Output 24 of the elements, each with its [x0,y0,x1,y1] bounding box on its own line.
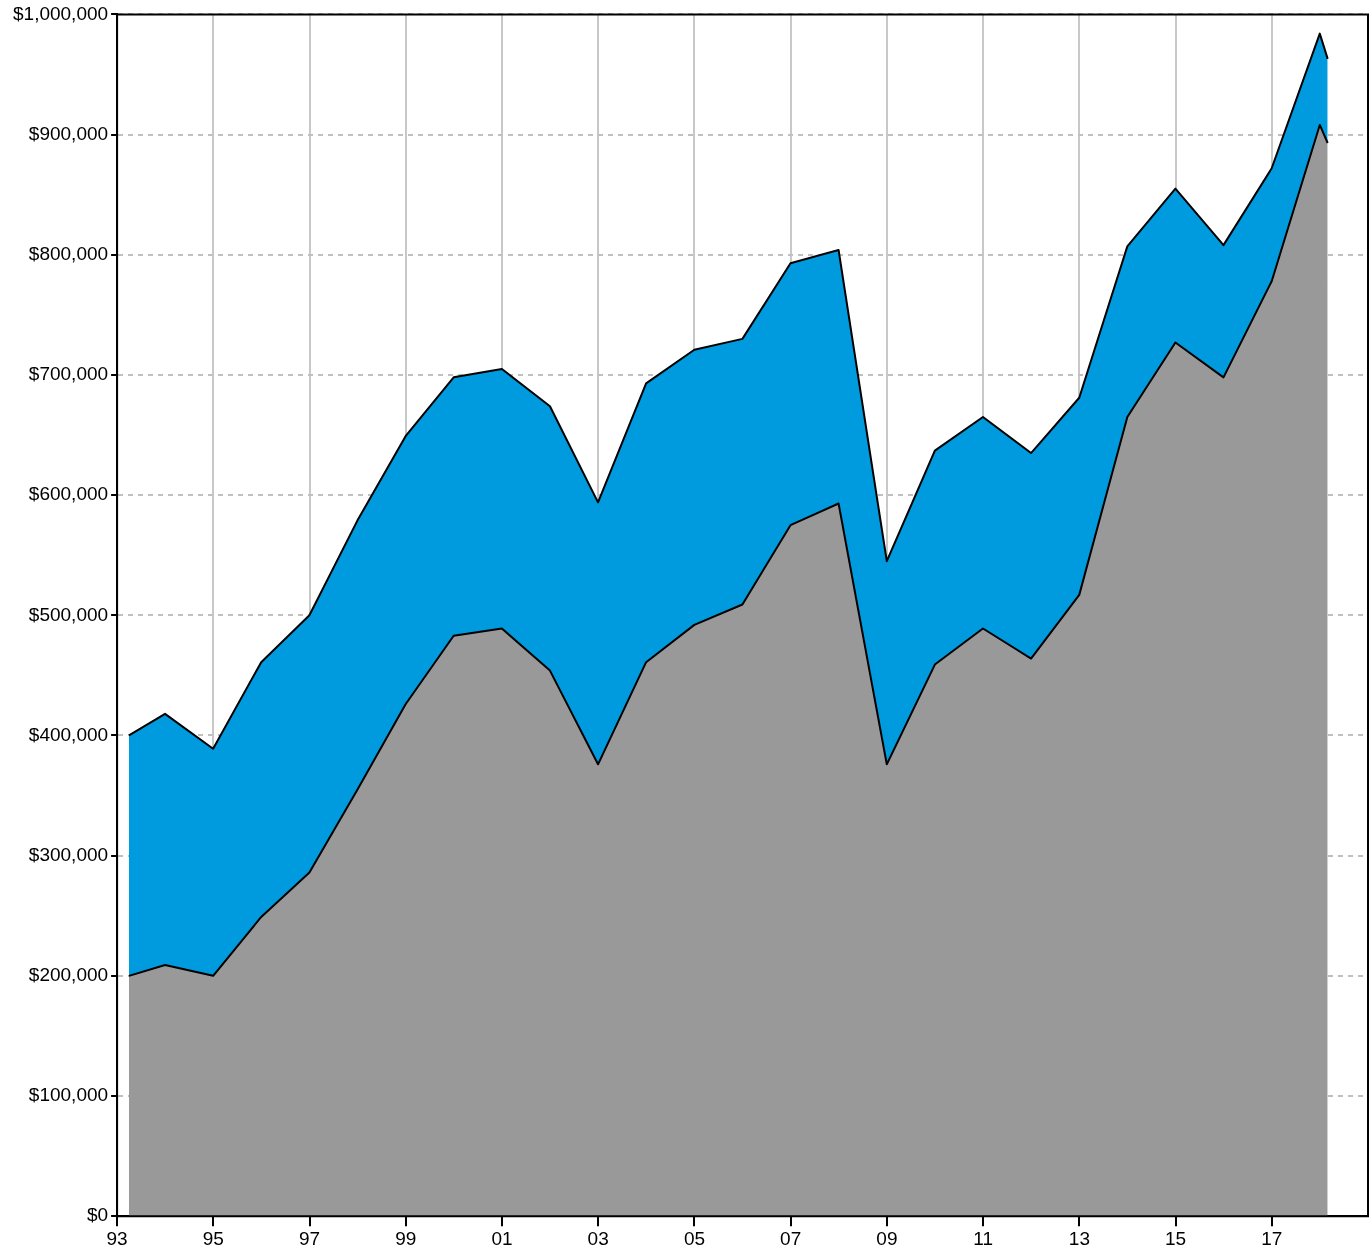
x-tick-label: 11 [973,1227,993,1249]
y-tick-label: $400,000 [28,723,109,745]
y-tick-label: $100,000 [28,1084,109,1106]
x-tick-label: 99 [395,1227,417,1249]
x-tick-label: 05 [683,1227,706,1249]
x-tick-label: 93 [106,1227,128,1249]
x-tick-label: 01 [491,1227,513,1249]
x-tick-label: 13 [1068,1227,1090,1249]
y-tick-label: $900,000 [28,122,109,144]
x-tick-label: 17 [1261,1227,1283,1249]
y-tick-label: $200,000 [28,964,109,986]
y-tick-label: $700,000 [28,363,109,385]
y-tick-label: $500,000 [28,603,109,625]
x-tick-label: 03 [587,1227,609,1249]
y-tick-label: $600,000 [28,483,109,505]
x-tick-label: 15 [1164,1227,1187,1249]
x-tick-label: 09 [876,1227,898,1249]
x-tick-label: 07 [780,1227,802,1249]
y-tick-label: $300,000 [28,843,109,865]
y-tick-label: $1,000,000 [13,2,109,24]
y-tick-label: $0 [86,1204,109,1226]
y-tick-label: $800,000 [28,242,109,264]
x-tick-label: 97 [298,1227,321,1249]
x-tick-label: 95 [202,1227,224,1249]
